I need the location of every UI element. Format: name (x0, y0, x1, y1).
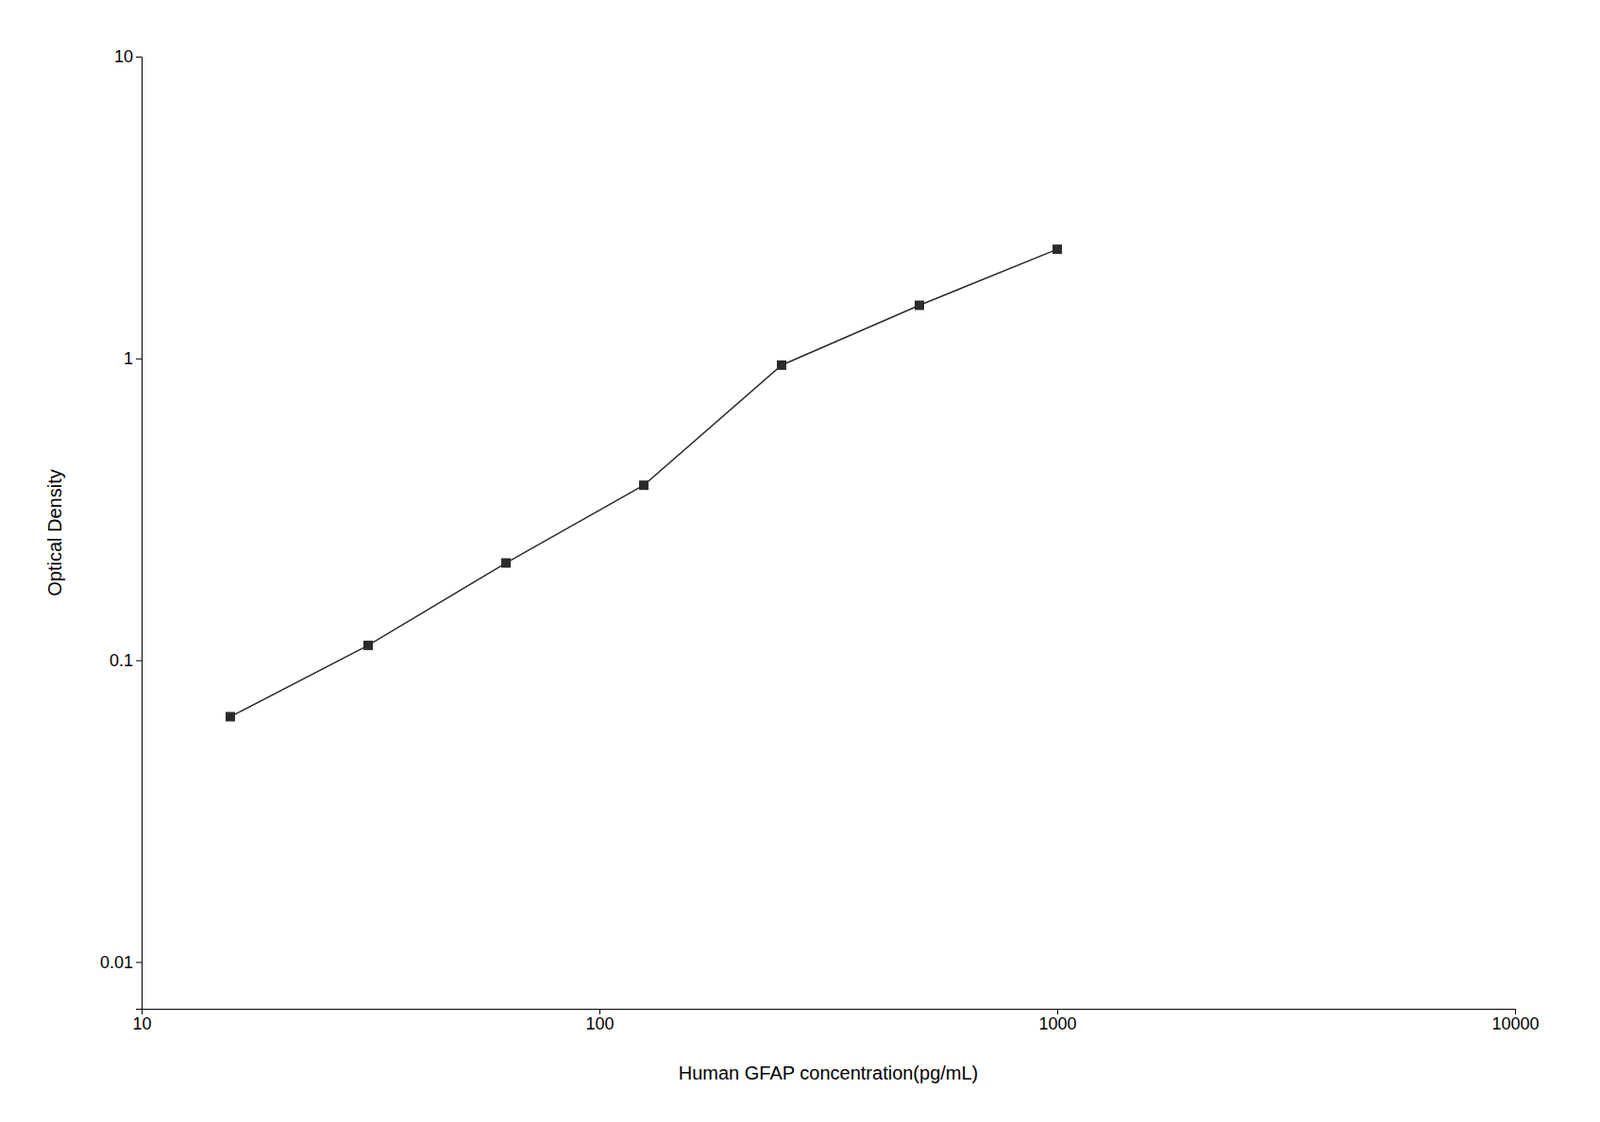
y-axis-title: Optical Density (44, 469, 66, 597)
x-axis: 10 100 1000 10000 (132, 1009, 1539, 1034)
data-point (1052, 244, 1062, 254)
x-tick-label: 100 (585, 1014, 614, 1034)
y-tick-label: 0.1 (109, 651, 134, 671)
x-axis-title: Human GFAP concentration(pg/mL) (678, 1062, 979, 1084)
data-point (914, 301, 925, 311)
data-point (776, 360, 787, 371)
data-point (363, 640, 373, 651)
y-tick-mark (135, 660, 142, 662)
x-tick-label: 10000 (1491, 1014, 1539, 1034)
plot-area: 10 100 1000 10000 0.01 0.1 1 10 (100, 47, 1540, 1034)
y-tick: 1 (123, 349, 142, 369)
y-axis-line (135, 57, 143, 1011)
x-axis-line (142, 1010, 1516, 1016)
data-marks (225, 244, 1062, 722)
chart-container: 10 100 1000 10000 0.01 0.1 1 10 Human GFAP conce… (0, 0, 1600, 1122)
x-tick: 10 (132, 1009, 152, 1034)
y-tick-label: 10 (114, 47, 134, 67)
y-tick-mark (135, 961, 142, 963)
y-tick: 0.1 (109, 651, 142, 671)
chart-svg: 10 100 1000 10000 0.01 0.1 1 10 Human GFAP conce… (0, 0, 1600, 1122)
x-tick: 10000 (1491, 1009, 1539, 1034)
data-point (225, 711, 236, 722)
y-axis: 0.01 0.1 1 10 (100, 47, 143, 1010)
data-point (639, 480, 649, 490)
y-tick-mark (135, 358, 142, 360)
y-tick-mark (135, 56, 142, 58)
y-tick: 10 (114, 47, 142, 67)
data-line (230, 249, 1058, 717)
x-tick: 100 (585, 1009, 614, 1034)
x-tick-label: 10 (132, 1014, 152, 1034)
y-tick-label: 0.01 (100, 953, 134, 973)
y-tick-label: 1 (123, 349, 134, 369)
x-tick: 1000 (1038, 1009, 1077, 1034)
data-point (501, 558, 511, 569)
y-tick: 0.01 (100, 953, 142, 973)
x-tick-label: 1000 (1038, 1014, 1077, 1034)
